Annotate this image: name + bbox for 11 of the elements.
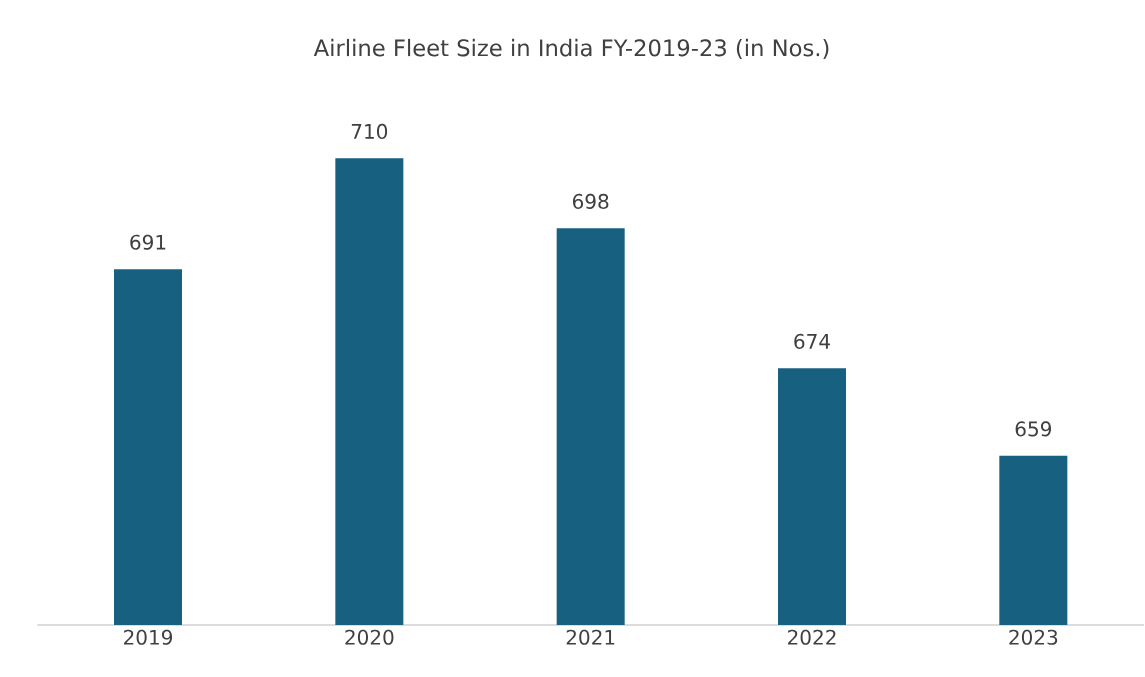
x-tick-label: 2020 bbox=[345, 629, 394, 645]
x-tick-label: 2021 bbox=[566, 629, 615, 645]
data-label: 710 bbox=[351, 123, 388, 139]
data-label: 674 bbox=[794, 333, 830, 349]
x-tick-label: 2023 bbox=[1009, 629, 1058, 645]
data-label: 659 bbox=[1015, 421, 1051, 437]
chart-title: Airline Fleet Size in India FY-2019-23 (in Nos.) bbox=[313, 38, 829, 60]
data-label: 698 bbox=[572, 193, 609, 209]
x-tick-label: 2019 bbox=[124, 629, 173, 645]
data-label: 691 bbox=[130, 234, 166, 250]
x-tick-label: 2022 bbox=[788, 629, 836, 645]
